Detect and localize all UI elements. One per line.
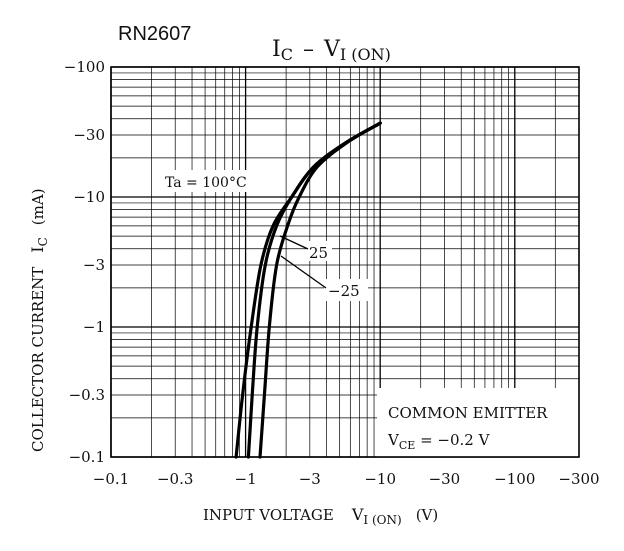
- y-tick-label: −3: [83, 256, 105, 274]
- leader-m25: [280, 255, 327, 289]
- legend-common-emitter: COMMON EMITTER: [388, 404, 548, 422]
- label-m25-bg: [324, 279, 368, 301]
- chart-title: IC – VI (ON): [272, 37, 391, 64]
- x-tick-label: −30: [429, 470, 461, 488]
- y-tick-label: −10: [73, 188, 105, 206]
- curve-series-2: [258, 121, 382, 459]
- y-axis-label: COLLECTOR CURRENTIC(mA): [28, 188, 50, 452]
- ta-label-bg: [160, 170, 272, 192]
- x-tick-label: −0.1: [93, 470, 129, 488]
- part-number: RN2607: [118, 23, 191, 45]
- label-25: 25: [309, 244, 328, 262]
- x-axis-label: INPUT VOLTAGE VI (ON) (V): [203, 505, 438, 527]
- leader-25: [279, 235, 309, 250]
- ta-label: Ta = 100°C: [165, 175, 247, 191]
- label-m25: −25: [328, 282, 360, 300]
- y-tick-labels: −100 −30 −10 −3 −1 −0.3 −0.1: [64, 58, 105, 466]
- x-tick-labels: −0.1 −0.3 −1 −3 −10 −30 −100 −300: [93, 470, 600, 488]
- x-tick-label: −3: [299, 470, 321, 488]
- x-tick-label: −100: [494, 470, 535, 488]
- x-tick-label: −300: [558, 470, 599, 488]
- legend-box: [377, 388, 579, 457]
- x-tick-label: −0.3: [157, 470, 193, 488]
- x-tick-label: −10: [364, 470, 396, 488]
- y-tick-label: −0.3: [69, 386, 105, 404]
- curves: [234, 121, 382, 459]
- y-tick-label: −30: [73, 126, 105, 144]
- label-25-bg: [306, 241, 332, 261]
- plot-frame: [110, 66, 580, 458]
- x-tick-label: −1: [235, 470, 257, 488]
- y-tick-label: −1: [83, 318, 105, 336]
- y-tick-label: −100: [64, 58, 105, 76]
- legend-vce: VCE = −0.2 V: [387, 431, 491, 452]
- y-tick-label: −0.1: [69, 448, 105, 466]
